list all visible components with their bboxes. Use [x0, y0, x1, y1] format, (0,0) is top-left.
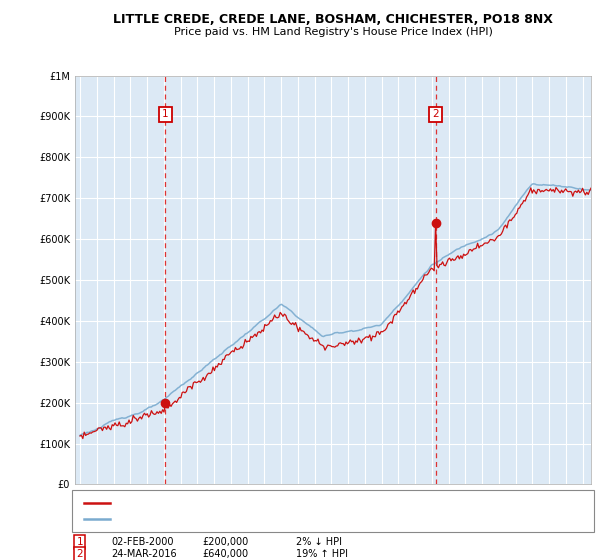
- Text: HPI: Average price, detached house, Chichester: HPI: Average price, detached house, Chic…: [116, 515, 343, 524]
- Text: £200,000: £200,000: [203, 537, 249, 547]
- Text: 2: 2: [433, 109, 439, 119]
- Text: Price paid vs. HM Land Registry's House Price Index (HPI): Price paid vs. HM Land Registry's House …: [173, 27, 493, 37]
- Text: 1: 1: [162, 109, 169, 119]
- Text: 02-FEB-2000: 02-FEB-2000: [111, 537, 173, 547]
- Text: 2% ↓ HPI: 2% ↓ HPI: [296, 537, 342, 547]
- Text: 1: 1: [76, 537, 83, 547]
- Text: 24-MAR-2016: 24-MAR-2016: [111, 549, 176, 559]
- Text: LITTLE CREDE, CREDE LANE, BOSHAM, CHICHESTER, PO18 8NX (detached house): LITTLE CREDE, CREDE LANE, BOSHAM, CHICHE…: [116, 498, 502, 507]
- Text: LITTLE CREDE, CREDE LANE, BOSHAM, CHICHESTER, PO18 8NX: LITTLE CREDE, CREDE LANE, BOSHAM, CHICHE…: [113, 13, 553, 26]
- Text: 2: 2: [76, 549, 83, 559]
- Text: 19% ↑ HPI: 19% ↑ HPI: [296, 549, 348, 559]
- Text: £640,000: £640,000: [203, 549, 249, 559]
